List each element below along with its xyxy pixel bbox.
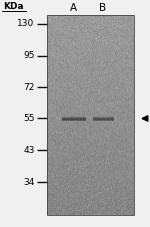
Text: 55: 55 [23, 114, 34, 123]
Text: KDa: KDa [3, 2, 24, 11]
Text: 34: 34 [23, 178, 34, 187]
Text: 72: 72 [23, 83, 34, 92]
Text: 43: 43 [23, 146, 34, 155]
Text: 130: 130 [17, 19, 34, 28]
Bar [47, 15, 134, 215]
Text: B: B [99, 3, 106, 13]
Text: 95: 95 [23, 51, 34, 60]
Text: A: A [70, 3, 77, 13]
